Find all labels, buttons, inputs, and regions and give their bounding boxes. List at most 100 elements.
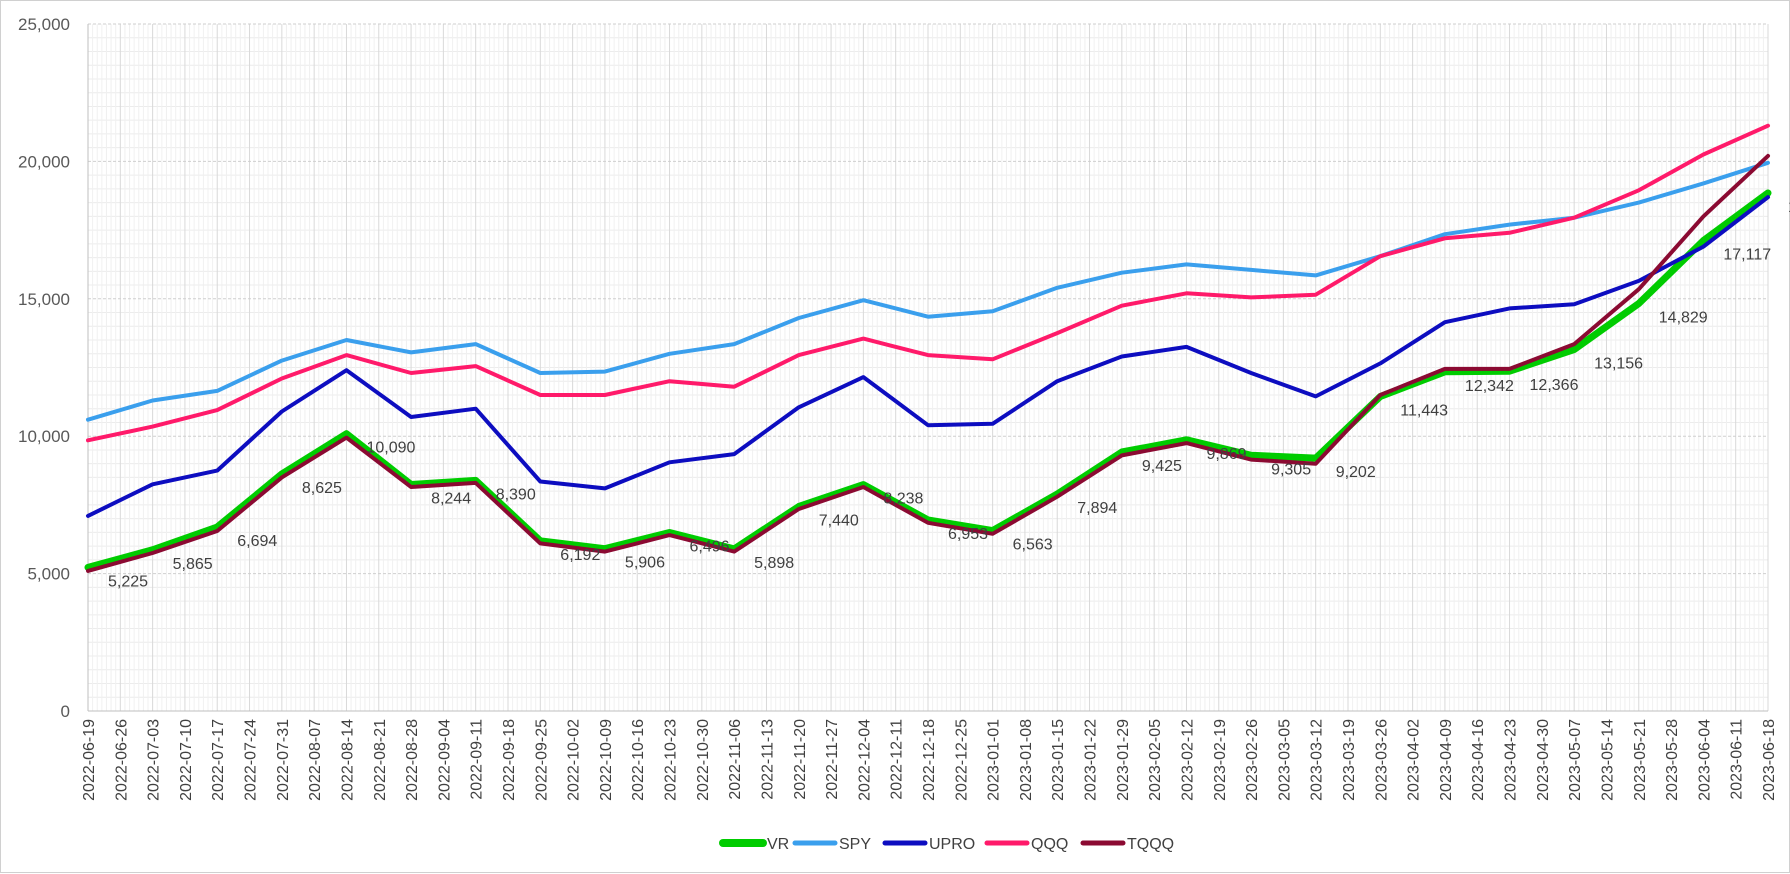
x-tick-label: 2023-03-19 <box>1341 719 1358 801</box>
x-tick-label: 2023-04-23 <box>1503 719 1520 801</box>
x-tick-label: 2023-06-11 <box>1729 719 1746 800</box>
x-tick-label: 2023-04-30 <box>1535 719 1552 801</box>
vr-data-label: 8,390 <box>496 486 536 503</box>
series-line-upro <box>86 195 1770 518</box>
x-tick-label: 2022-09-04 <box>436 719 453 801</box>
vr-data-label: 6,496 <box>690 538 730 555</box>
major-gridlines <box>87 23 1769 712</box>
x-tick-label: 2022-07-24 <box>243 719 260 801</box>
x-tick-label: 2022-06-19 <box>81 719 98 801</box>
x-tick-label: 2023-05-28 <box>1664 719 1681 801</box>
x-tick-label: 2023-04-09 <box>1438 719 1455 801</box>
x-tick-label: 2022-12-25 <box>953 719 970 801</box>
x-tick-label: 2023-01-15 <box>1050 719 1067 801</box>
vr-data-label: 9,869 <box>1206 446 1246 463</box>
x-tick-label: 2022-12-11 <box>889 719 906 800</box>
x-tick-label: 2022-07-10 <box>178 719 195 801</box>
x-tick-label: 2023-05-21 <box>1632 719 1649 801</box>
x-tick-label: 2022-09-25 <box>533 719 550 801</box>
y-tick-label: 5,000 <box>27 565 70 584</box>
x-tick-label: 2023-03-12 <box>1309 719 1326 801</box>
x-tick-label: 2023-04-16 <box>1470 719 1487 801</box>
vr-data-label: 8,244 <box>431 490 471 507</box>
vr-data-label: 8,238 <box>883 491 923 508</box>
x-tick-label: 2022-10-30 <box>695 719 712 801</box>
x-tick-label: 2022-10-23 <box>663 719 680 801</box>
x-tick-label: 2023-02-05 <box>1147 719 1164 801</box>
x-tick-label: 2023-02-26 <box>1244 719 1261 801</box>
x-tick-label: 2022-11-13 <box>759 719 776 800</box>
x-tick-label: 2022-10-02 <box>566 719 583 801</box>
vr-data-label: 9,202 <box>1336 464 1376 481</box>
series-lines <box>84 123 1772 573</box>
y-tick-label: 0 <box>61 702 70 721</box>
x-tick-label: 2023-04-02 <box>1406 719 1423 801</box>
vr-data-label: 13,156 <box>1594 355 1643 372</box>
series-line-spy <box>86 160 1770 422</box>
x-tick-label: 2022-12-18 <box>921 719 938 801</box>
y-tick-label: 20,000 <box>18 152 70 171</box>
legend: VR SPY UPRO QQQ TQQQ <box>719 836 1174 853</box>
x-tick-label: 2022-07-03 <box>146 719 163 801</box>
x-tick-label: 2022-07-31 <box>275 719 292 801</box>
vr-data-label: 5,898 <box>754 555 794 572</box>
vr-data-label: 6,694 <box>237 533 277 550</box>
vr-data-label: 9,425 <box>1142 458 1182 475</box>
vr-data-label: 14,829 <box>1659 309 1708 326</box>
x-tick-label: 2022-08-07 <box>307 719 324 801</box>
x-tick-label: 2023-02-12 <box>1179 719 1196 801</box>
x-tick-label: 2022-11-27 <box>824 719 841 800</box>
x-axis-tick-labels: 2022-06-19 2022-06-26 2022-07-03 2022-07-10… <box>81 719 1778 801</box>
x-tick-label: 2022-08-28 <box>404 719 421 801</box>
x-tick-label: 2023-05-07 <box>1567 719 1584 801</box>
y-tick-label: 10,000 <box>18 427 70 446</box>
x-tick-label: 2023-03-26 <box>1373 719 1390 801</box>
legend-item-vr: VR <box>719 836 789 853</box>
x-tick-label: 2022-11-20 <box>792 719 809 800</box>
legend-item-tqqq: TQQQ <box>1080 836 1174 853</box>
x-tick-label: 2022-12-04 <box>856 719 873 801</box>
x-tick-label: 2023-03-05 <box>1276 719 1293 801</box>
vr-data-label: 6,192 <box>560 547 600 564</box>
vr-data-label: 12,342 <box>1465 378 1514 395</box>
legend-item-qqq: QQQ <box>984 836 1068 853</box>
x-tick-label: 2022-09-18 <box>501 719 518 801</box>
vr-data-label: 17,117 <box>1723 247 1771 264</box>
vr-data-label: 12,366 <box>1530 377 1579 394</box>
x-tick-label: 2022-11-06 <box>727 719 744 800</box>
legend-label: TQQQ <box>1127 836 1174 853</box>
legend-item-spy: SPY <box>792 836 871 853</box>
vr-data-label: 9,305 <box>1271 461 1311 478</box>
y-tick-label: 15,000 <box>18 290 70 309</box>
x-tick-label: 2022-08-14 <box>339 719 356 801</box>
vr-data-label: 7,894 <box>1077 500 1117 517</box>
x-tick-label: 2022-10-16 <box>630 719 647 801</box>
vr-data-label: 18,851 <box>1788 199 1790 216</box>
series-line-tqqq <box>86 153 1770 573</box>
x-tick-label: 2022-09-11 <box>469 719 486 800</box>
x-tick-label: 2023-01-22 <box>1083 719 1100 801</box>
x-tick-label: 2023-05-14 <box>1599 719 1616 801</box>
x-tick-label: 2022-10-09 <box>598 719 615 801</box>
legend-label: VR <box>767 836 789 853</box>
legend-item-upro: UPRO <box>882 836 975 853</box>
y-axis-tick-labels: 0 5,000 10,000 15,000 20,000 25,000 <box>18 15 70 721</box>
vr-data-label: 8,625 <box>302 480 342 497</box>
legend-label: SPY <box>839 836 871 853</box>
axes <box>87 24 1768 712</box>
x-tick-label: 2023-06-04 <box>1696 719 1713 801</box>
vr-data-label: 6,563 <box>1013 537 1053 554</box>
vr-data-label: 11,443 <box>1400 403 1448 420</box>
x-tick-label: 2022-06-26 <box>113 719 130 801</box>
vr-data-label: 5,906 <box>625 555 665 572</box>
x-tick-label: 2022-08-21 <box>372 719 389 801</box>
legend-label: QQQ <box>1031 836 1068 853</box>
legend-label: UPRO <box>929 836 975 853</box>
x-tick-label: 2023-06-18 <box>1761 719 1778 801</box>
vr-data-label: 6,953 <box>948 526 988 543</box>
y-tick-label: 25,000 <box>18 15 70 34</box>
vr-data-labels: 5,225 5,865 6,694 8,625 10,090 8,244 8,390 6,19… <box>108 199 1790 590</box>
vr-data-label: 5,865 <box>173 556 213 573</box>
